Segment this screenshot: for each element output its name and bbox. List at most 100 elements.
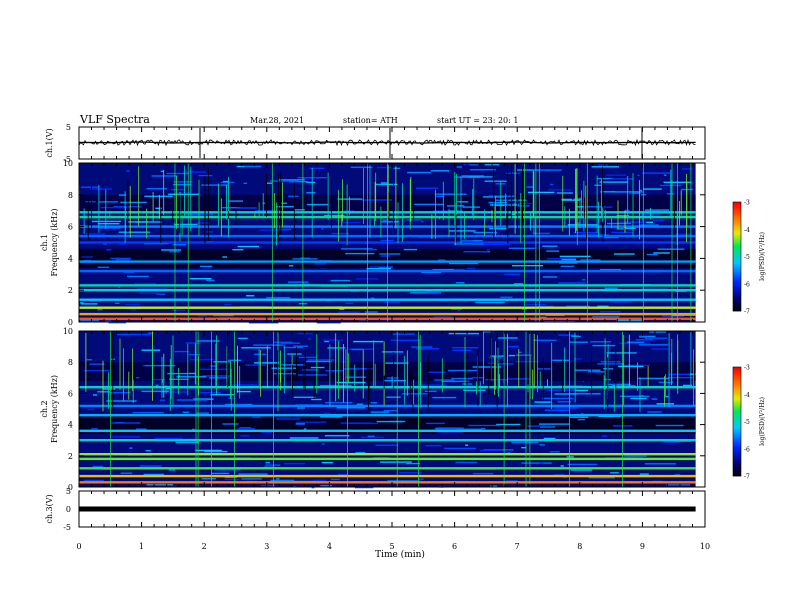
spec2-noise-cell xyxy=(204,450,228,453)
spec1-noise-cell xyxy=(361,199,392,201)
x-axis-label: Time (min) xyxy=(375,549,425,560)
spec1-noise-cell xyxy=(449,230,476,232)
spec1-noise-cell xyxy=(345,252,375,255)
spec1-noise-cell xyxy=(369,265,393,268)
spec1-noise-cell xyxy=(481,243,510,246)
spec2-noise-cell xyxy=(571,389,588,392)
spec1-noise-cell xyxy=(341,248,373,250)
spec2-noise-cell xyxy=(297,374,328,376)
spec1-noise-cell xyxy=(183,171,206,173)
cbar1-color-step xyxy=(733,296,741,299)
spec2-noise-cell xyxy=(185,342,201,344)
spec2-noise-cell xyxy=(152,378,166,381)
spec1-noise-cell xyxy=(194,222,210,224)
spec1-noise-cell xyxy=(463,251,488,253)
cbar1-color-step xyxy=(733,261,741,265)
spec2-noise-cell xyxy=(666,484,690,486)
spec2-noise-cell xyxy=(136,377,140,379)
spec2-noise-cell xyxy=(325,370,344,372)
spec2-noise-cell xyxy=(425,445,442,447)
spec1-noise-cell xyxy=(624,227,636,229)
spec2-noise-cell xyxy=(188,354,201,356)
spec1-noise-cell xyxy=(338,311,360,313)
cbar1-color-step xyxy=(733,240,741,243)
spec2-noise-cell xyxy=(160,391,189,393)
spec2-noise-cell xyxy=(245,364,266,366)
cbar1-color-step xyxy=(733,231,741,234)
spec1-ytick-label: 6 xyxy=(68,223,73,232)
spec2-noise-cell xyxy=(296,407,305,409)
time-tick-label: 1 xyxy=(139,542,144,551)
spec1-noise-cell xyxy=(543,276,558,278)
spec2-noise-cell xyxy=(537,368,551,370)
spec1-noise-cell xyxy=(156,293,166,295)
spec2-noise-cell xyxy=(159,399,166,401)
spec2-noise-cell xyxy=(236,390,251,393)
time-tick-label: 10 xyxy=(700,542,710,551)
spec1-noise-cell xyxy=(473,231,498,234)
spec1-noise-cell xyxy=(580,259,601,261)
spec1-ytick-label: 8 xyxy=(68,191,73,200)
spec2-noise-cell xyxy=(574,358,582,360)
cbar1-color-step xyxy=(733,287,741,290)
spec2-noise-cell xyxy=(83,479,104,482)
spec1-noise-cell xyxy=(559,262,578,264)
time-tick-label: 8 xyxy=(577,542,582,551)
spec1-noise-cell xyxy=(532,232,550,235)
spec2-noise-cell xyxy=(656,403,674,405)
spec2-noise-cell xyxy=(265,462,270,464)
spec1-noise-cell xyxy=(594,184,602,186)
cbar1-color-step xyxy=(733,265,741,268)
spec2-noise-cell xyxy=(313,479,327,482)
spec1-noise-cell xyxy=(489,228,508,230)
spec2-noise-cell xyxy=(485,379,508,381)
cbar1-color-step xyxy=(733,223,741,226)
spec1-noise-cell xyxy=(246,295,255,297)
spec2-noise-cell xyxy=(465,444,469,446)
spec2-noise-cell xyxy=(354,486,374,489)
spec1-noise-cell xyxy=(611,231,633,234)
spec1-noise-cell xyxy=(546,250,560,252)
spec2-noise-cell xyxy=(451,377,473,380)
cbar2-color-step xyxy=(733,412,741,415)
spec2-noise-cell xyxy=(626,341,645,343)
spec2-noise-cell xyxy=(240,435,250,437)
spec1-ytick-label: 2 xyxy=(68,286,73,295)
spec2-noise-cell xyxy=(689,373,696,375)
cbar1-tick-label: -3 xyxy=(744,200,750,207)
spec1-noise-cell xyxy=(453,243,484,245)
spec1-noise-cell xyxy=(106,249,112,251)
spec2-noise-cell xyxy=(490,355,504,357)
spec2-noise-cell xyxy=(330,478,340,481)
spec2-noise-cell xyxy=(347,368,373,370)
spec2-noise-cell xyxy=(237,427,256,430)
spec2-noise-cell xyxy=(123,333,151,336)
spec2-noise-cell xyxy=(655,424,684,427)
spec1-noise-cell xyxy=(166,172,190,175)
spec1-noise-cell xyxy=(236,207,257,209)
spec2-noise-cell xyxy=(560,465,564,467)
cbar1-color-step xyxy=(733,254,741,257)
cbar2-color-step xyxy=(733,392,741,395)
cbar2-frame xyxy=(732,366,742,477)
spec2-noise-cell xyxy=(201,478,216,480)
spec1-noise-cell xyxy=(146,188,167,190)
spec1-noise-cell xyxy=(538,305,554,308)
spec1-noise-cell xyxy=(382,219,389,221)
spec1-ylabel-channel: ch.1 xyxy=(40,234,49,251)
spec1-noise-cell xyxy=(168,193,200,195)
spec2-noise-cell xyxy=(567,463,598,466)
spec1-noise-cell xyxy=(675,233,692,235)
spec2-noise-cell xyxy=(577,418,585,421)
spec1-noise-cell xyxy=(463,163,473,165)
cbar2-color-step xyxy=(733,383,741,386)
spec2-noise-cell xyxy=(511,441,539,444)
cbar2-color-step xyxy=(733,445,741,448)
spec1-noise-cell xyxy=(434,193,467,195)
spec1-noise-cell xyxy=(199,265,213,268)
spec1-noise-cell xyxy=(287,281,309,283)
spec2-noise-cell xyxy=(324,435,350,437)
spec2-noise-cell xyxy=(554,407,579,409)
cbar2-color-step xyxy=(733,441,741,444)
